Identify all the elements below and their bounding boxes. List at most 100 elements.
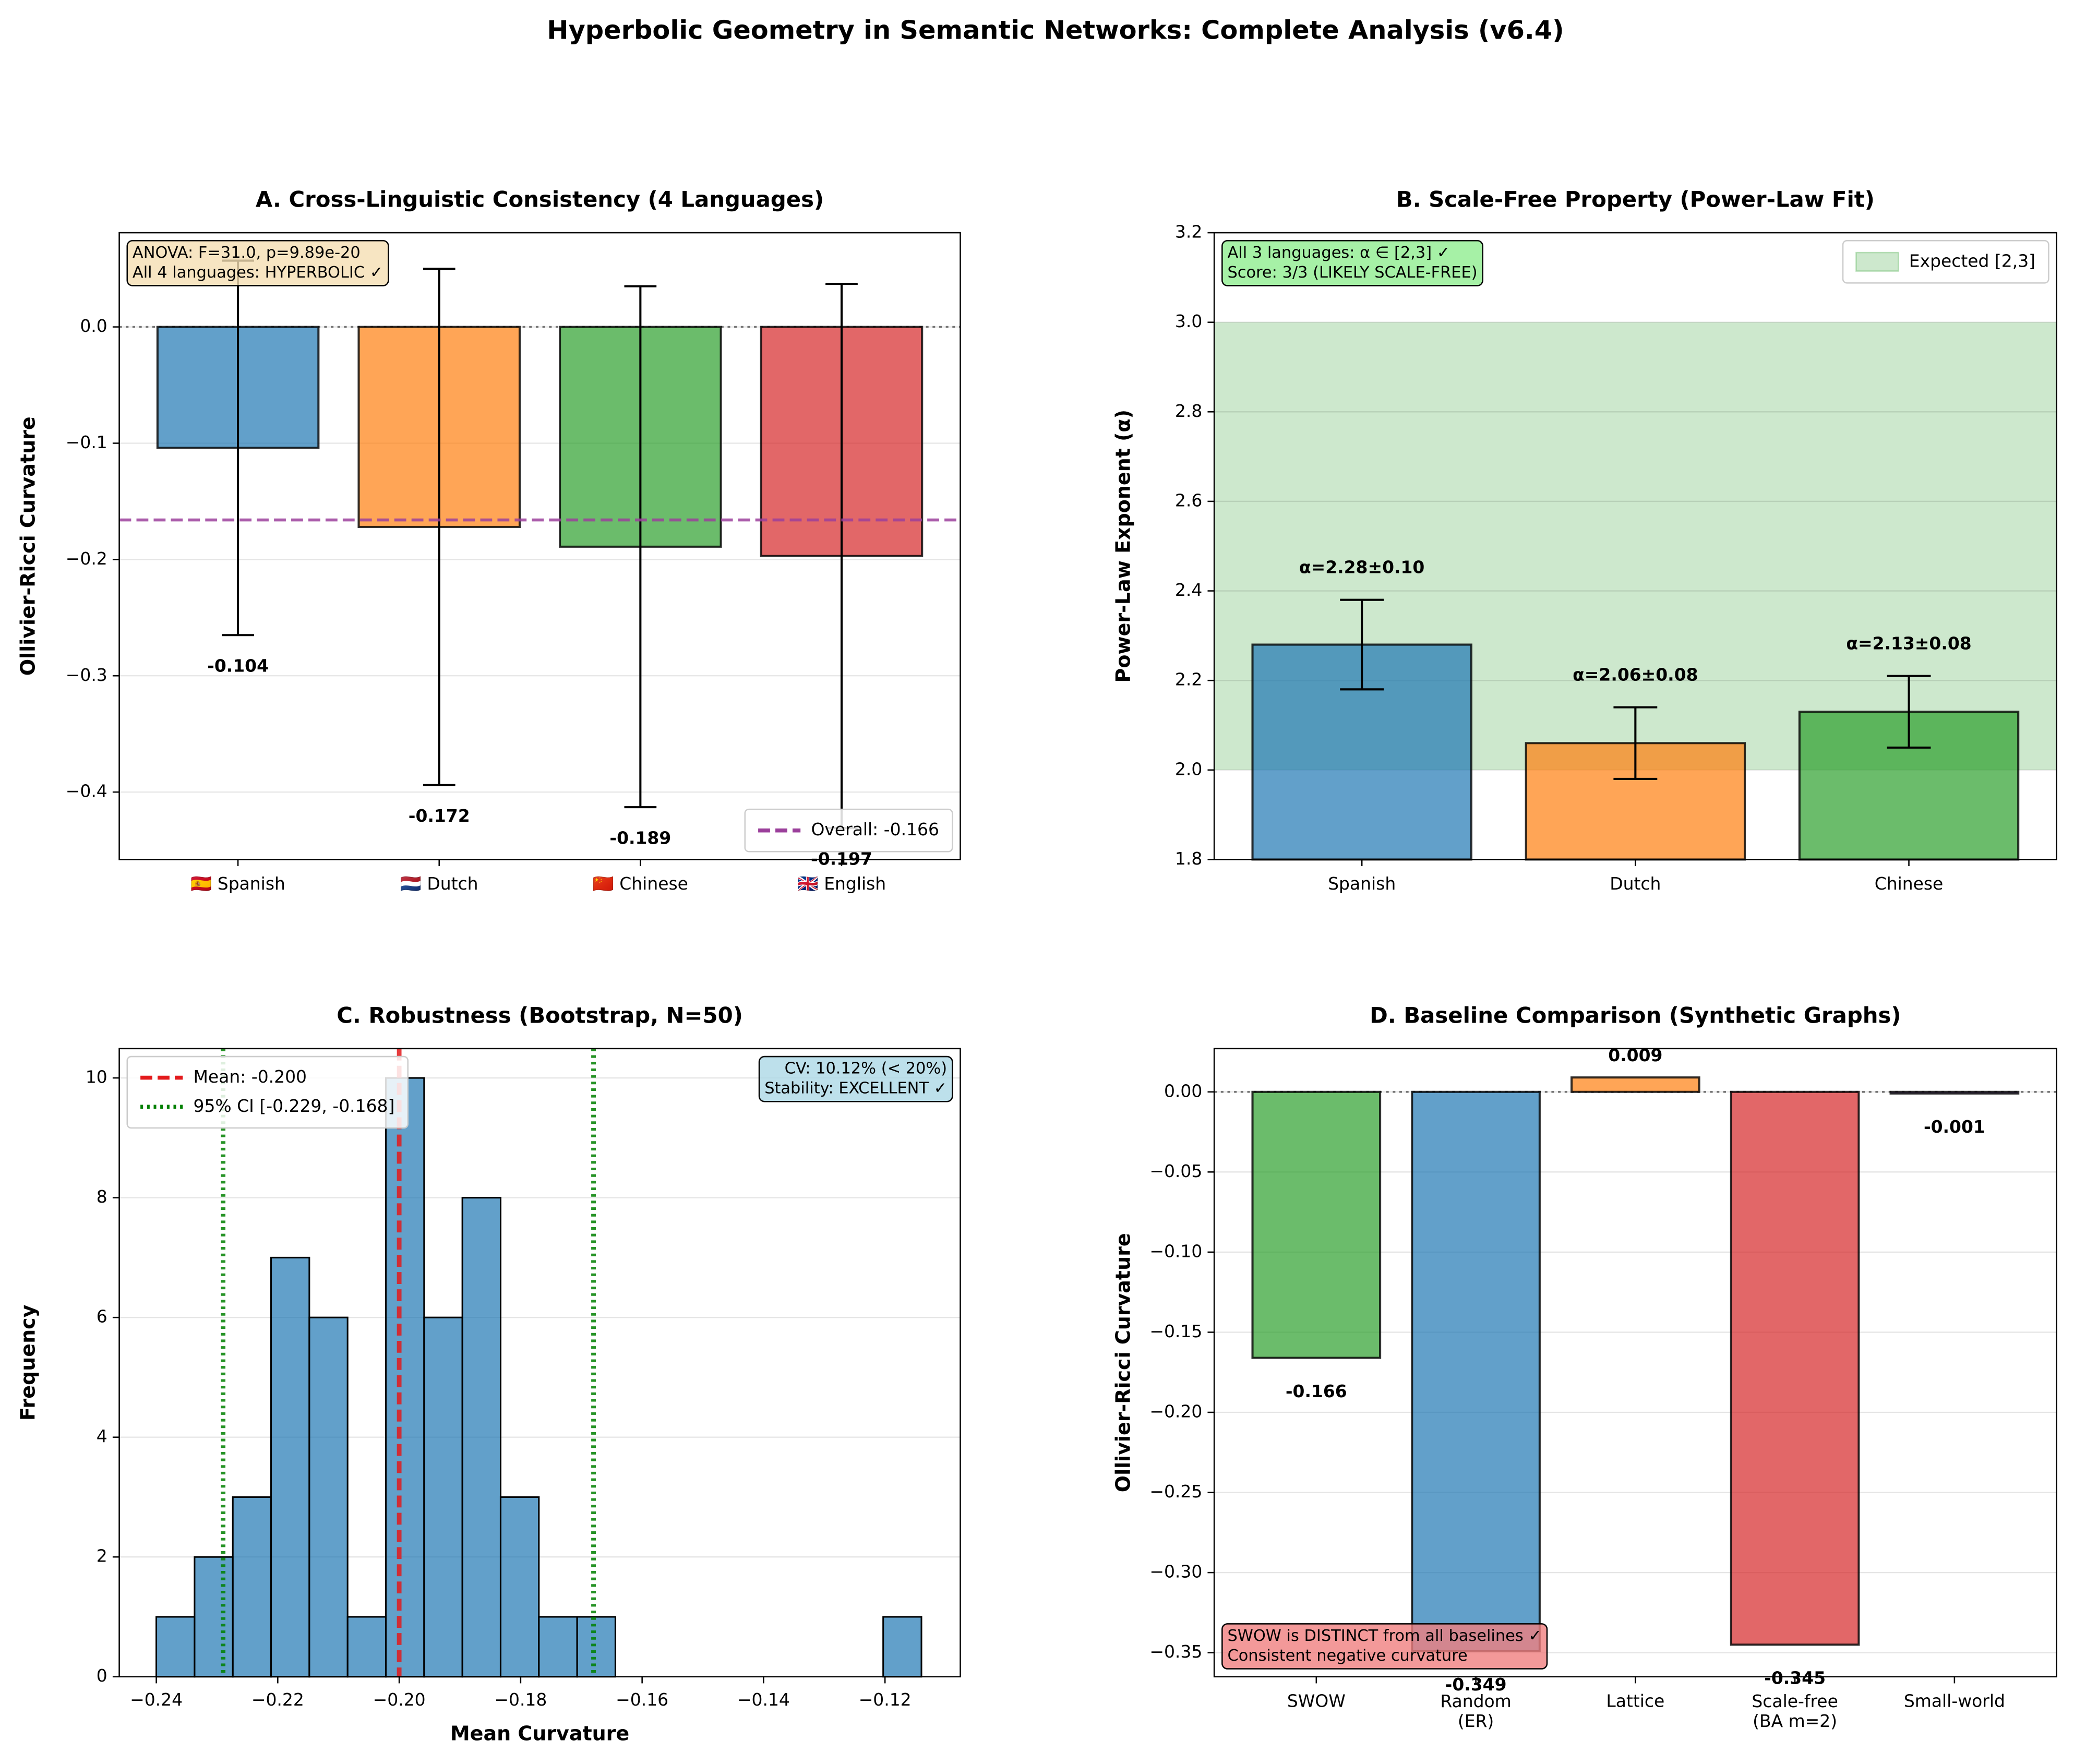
value-label: -0.104 — [207, 656, 269, 676]
annotation-text: All 4 languages: HYPERBOLIC ✓ — [133, 263, 383, 282]
value-label: α=2.06±0.08 — [1573, 664, 1698, 685]
legend-frame — [744, 808, 953, 853]
value-label: -0.189 — [609, 827, 671, 848]
legend: Expected [2,3] — [1842, 240, 2049, 284]
legend: Mean: -0.200 95% CI [-0.229, -0.168] — [126, 1055, 409, 1129]
x-tick-label: Lattice — [1606, 1690, 1664, 1711]
panel: B. Scale-Free Property (Power-Law Fit) Po… — [1111, 187, 2057, 894]
axes-frame — [1213, 1048, 2057, 1677]
x-tick-label: −0.18 — [494, 1689, 547, 1710]
y-tick-label: −0.30 — [1149, 1562, 1202, 1582]
panel-title: A. Cross-Linguistic Consistency (4 Langu… — [256, 187, 824, 212]
axes-frame — [118, 232, 961, 860]
legend-frame — [1842, 240, 2049, 284]
bar — [1251, 1090, 1382, 1359]
bar — [1411, 1090, 1541, 1652]
y-tick-label: 3.0 — [1175, 311, 1202, 331]
annotation-box — [1221, 1623, 1548, 1670]
x-tick-label: −0.14 — [737, 1689, 790, 1710]
y-axis-label: Ollivier-Ricci Curvature — [17, 416, 40, 676]
histogram-bar — [882, 1616, 922, 1678]
histogram-bar — [499, 1496, 540, 1678]
histogram-bar — [194, 1556, 234, 1678]
y-axis-label: Frequency — [17, 1304, 40, 1421]
panel-title: C. Robustness (Bootstrap, N=50) — [337, 1003, 743, 1028]
x-tick-label: 🇨🇳 Chinese — [593, 873, 688, 894]
x-axis-label: Mean Curvature — [450, 1722, 629, 1745]
value-label: -0.172 — [409, 806, 470, 826]
histogram-bar — [270, 1256, 310, 1678]
legend-label: Mean: -0.200 — [194, 1066, 307, 1087]
x-tick-label: Scale-free (BA m=2) — [1752, 1690, 1838, 1731]
annotation-box — [126, 240, 389, 286]
y-tick-label: 2.2 — [1175, 669, 1202, 690]
x-tick-label: 🇳🇱 Dutch — [400, 873, 478, 894]
y-tick-label: 8 — [97, 1186, 107, 1207]
histogram-bar — [232, 1496, 272, 1678]
y-tick-label: 0.00 — [1164, 1081, 1202, 1101]
y-tick-label: −0.35 — [1149, 1641, 1202, 1662]
x-tick-label: 🇬🇧 English — [797, 873, 886, 894]
y-tick-label: 2.4 — [1175, 580, 1202, 600]
x-tick-label: Dutch — [1610, 873, 1661, 894]
y-tick-label: −0.05 — [1149, 1161, 1202, 1181]
y-tick-label: 3.2 — [1175, 222, 1202, 242]
y-tick-label: 4 — [97, 1426, 107, 1446]
y-tick-label: 2.8 — [1175, 401, 1202, 421]
y-tick-label: 0 — [97, 1665, 107, 1686]
figure-title: Hyperbolic Geometry in Semantic Networks… — [547, 15, 1564, 45]
y-tick-label: 1.8 — [1175, 848, 1202, 869]
legend-label: Expected [2,3] — [1909, 250, 2035, 271]
histogram-bar — [308, 1316, 349, 1678]
value-label: -0.349 — [1445, 1674, 1507, 1695]
y-tick-label: 6 — [97, 1306, 107, 1327]
y-tick-label: −0.10 — [1149, 1241, 1202, 1261]
bar — [1571, 1076, 1700, 1093]
x-tick-label: Random (ER) — [1440, 1690, 1511, 1731]
x-tick-label: Spanish — [1328, 873, 1396, 894]
annotation: SWOW is DISTINCT from all baselines ✓ Con… — [1221, 1623, 1548, 1670]
annotation-box — [758, 1055, 953, 1102]
y-tick-label: −0.25 — [1149, 1481, 1202, 1502]
value-label: -0.001 — [1924, 1117, 1985, 1137]
annotation-text: ANOVA: F=31.0, p=9.89e-20 — [133, 244, 361, 262]
y-tick-label: −0.20 — [1149, 1401, 1202, 1421]
y-tick-label: 2.6 — [1175, 490, 1202, 510]
histogram-bar — [461, 1197, 501, 1678]
value-label: α=2.28±0.10 — [1299, 557, 1424, 577]
annotation: CV: 10.12% (< 20%)Stability: EXCELLENT ✓ — [758, 1055, 953, 1102]
y-tick-label: −0.1 — [66, 432, 107, 452]
histogram-bar — [346, 1616, 387, 1678]
y-tick-label: 0.0 — [80, 316, 107, 336]
value-label: -0.166 — [1286, 1381, 1347, 1401]
histogram-bar — [385, 1077, 425, 1678]
y-tick-label: 10 — [86, 1067, 107, 1087]
y-tick-label: −0.2 — [66, 548, 107, 569]
value-label: α=2.13±0.08 — [1846, 633, 1971, 653]
value-label: -0.345 — [1764, 1668, 1826, 1688]
y-tick-label: −0.15 — [1149, 1321, 1202, 1341]
y-tick-label: −0.3 — [66, 665, 107, 685]
x-tick-label: SWOW — [1287, 1690, 1346, 1711]
legend-label: Overall: -0.166 — [811, 819, 939, 839]
annotation-text: Consistent negative curvature — [1227, 1647, 1467, 1665]
panel-title: D. Baseline Comparison (Synthetic Graphs… — [1370, 1003, 1901, 1028]
histogram-bar — [155, 1616, 196, 1678]
legend-frame — [126, 1055, 409, 1129]
annotation-text: CV: 10.12% (< 20%) — [785, 1060, 948, 1078]
x-tick-label: −0.20 — [373, 1689, 426, 1710]
annotation-text: Score: 3/3 (LIKELY SCALE-FREE) — [1227, 263, 1477, 282]
histogram-bar — [423, 1316, 463, 1678]
annotation: All 3 languages: α ∈ [2,3] ✓Score: 3/3 (… — [1221, 240, 1483, 286]
panel: A. Cross-Linguistic Consistency (4 Langu… — [17, 187, 961, 894]
legend: Overall: -0.166 — [744, 808, 953, 853]
x-tick-label: −0.24 — [130, 1689, 183, 1710]
y-axis-label: Power-Law Exponent (α) — [1111, 410, 1134, 682]
axes-frame — [118, 1048, 961, 1677]
annotation-box — [1221, 240, 1483, 286]
bar — [1889, 1090, 2020, 1095]
histogram-bar — [576, 1616, 616, 1678]
